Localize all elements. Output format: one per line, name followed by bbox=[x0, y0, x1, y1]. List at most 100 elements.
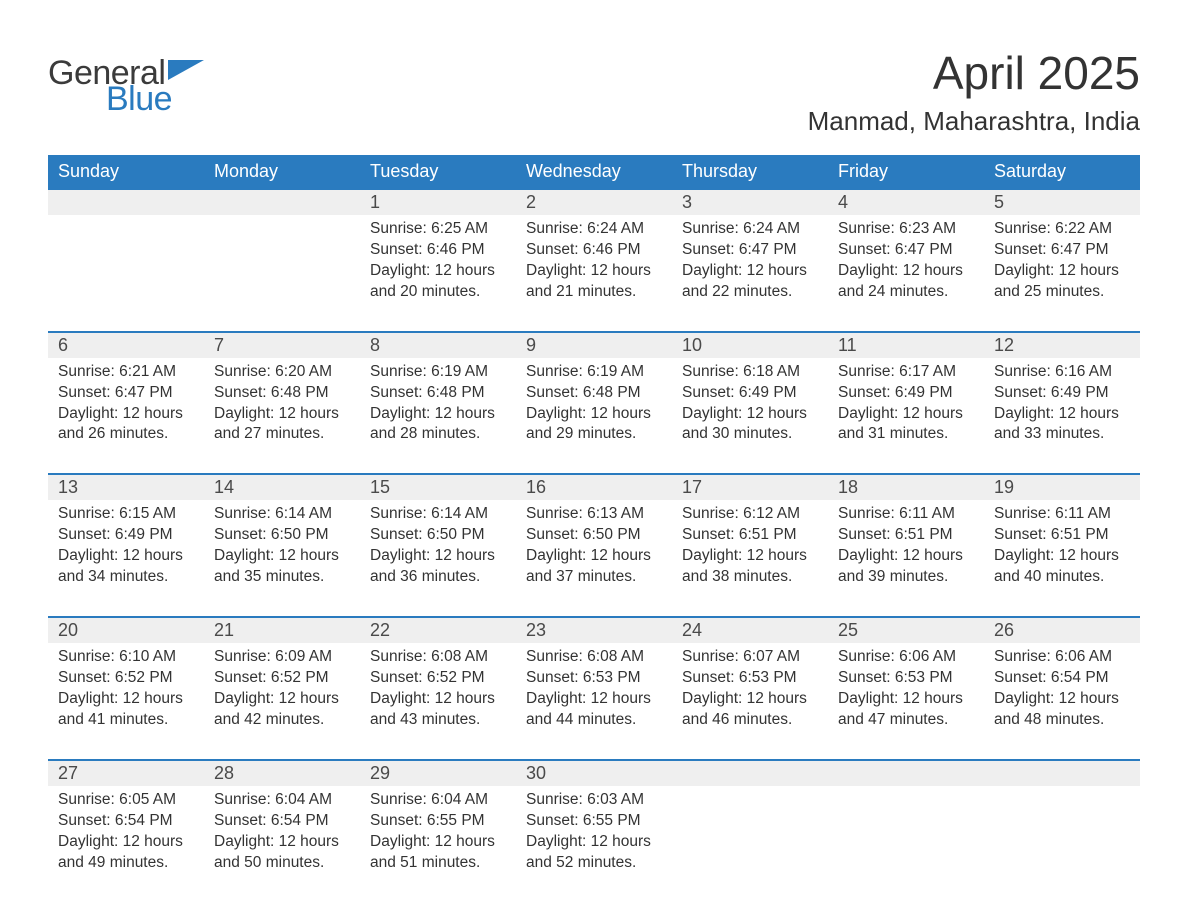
sunrise-text: Sunrise: 6:12 AM bbox=[682, 504, 818, 525]
day-number-cell bbox=[984, 760, 1140, 786]
day-detail-cell: Sunrise: 6:24 AMSunset: 6:46 PMDaylight:… bbox=[516, 215, 672, 332]
daylight-text: Daylight: 12 hours and 38 minutes. bbox=[682, 546, 818, 588]
daylight-text: Daylight: 12 hours and 31 minutes. bbox=[838, 404, 974, 446]
sunrise-text: Sunrise: 6:17 AM bbox=[838, 362, 974, 383]
sunset-text: Sunset: 6:50 PM bbox=[370, 525, 506, 546]
day-number-cell: 30 bbox=[516, 760, 672, 786]
sunset-text: Sunset: 6:48 PM bbox=[370, 383, 506, 404]
dayname-monday: Monday bbox=[204, 155, 360, 189]
daylight-text: Daylight: 12 hours and 52 minutes. bbox=[526, 832, 662, 874]
day-detail-cell: Sunrise: 6:04 AMSunset: 6:55 PMDaylight:… bbox=[360, 786, 516, 902]
day-detail-cell: Sunrise: 6:16 AMSunset: 6:49 PMDaylight:… bbox=[984, 358, 1140, 475]
sunrise-text: Sunrise: 6:03 AM bbox=[526, 790, 662, 811]
day-number-cell bbox=[828, 760, 984, 786]
sunset-text: Sunset: 6:48 PM bbox=[214, 383, 350, 404]
sunset-text: Sunset: 6:51 PM bbox=[682, 525, 818, 546]
sunset-text: Sunset: 6:49 PM bbox=[838, 383, 974, 404]
day-detail-cell: Sunrise: 6:14 AMSunset: 6:50 PMDaylight:… bbox=[360, 500, 516, 617]
sunset-text: Sunset: 6:49 PM bbox=[682, 383, 818, 404]
day-detail-cell: Sunrise: 6:25 AMSunset: 6:46 PMDaylight:… bbox=[360, 215, 516, 332]
detail-row: Sunrise: 6:25 AMSunset: 6:46 PMDaylight:… bbox=[48, 215, 1140, 332]
daylight-text: Daylight: 12 hours and 37 minutes. bbox=[526, 546, 662, 588]
detail-row: Sunrise: 6:10 AMSunset: 6:52 PMDaylight:… bbox=[48, 643, 1140, 760]
day-number-cell bbox=[204, 189, 360, 215]
daylight-text: Daylight: 12 hours and 29 minutes. bbox=[526, 404, 662, 446]
header: General Blue April 2025 Manmad, Maharash… bbox=[48, 36, 1140, 145]
daylight-text: Daylight: 12 hours and 51 minutes. bbox=[370, 832, 506, 874]
day-detail-cell: Sunrise: 6:07 AMSunset: 6:53 PMDaylight:… bbox=[672, 643, 828, 760]
day-number-cell: 14 bbox=[204, 474, 360, 500]
sunrise-text: Sunrise: 6:04 AM bbox=[214, 790, 350, 811]
daynum-row: 27282930 bbox=[48, 760, 1140, 786]
daylight-text: Daylight: 12 hours and 50 minutes. bbox=[214, 832, 350, 874]
sunset-text: Sunset: 6:53 PM bbox=[526, 668, 662, 689]
daylight-text: Daylight: 12 hours and 48 minutes. bbox=[994, 689, 1130, 731]
daylight-text: Daylight: 12 hours and 30 minutes. bbox=[682, 404, 818, 446]
daylight-text: Daylight: 12 hours and 44 minutes. bbox=[526, 689, 662, 731]
month-title: April 2025 bbox=[808, 46, 1140, 100]
sunset-text: Sunset: 6:47 PM bbox=[58, 383, 194, 404]
day-detail-cell: Sunrise: 6:11 AMSunset: 6:51 PMDaylight:… bbox=[984, 500, 1140, 617]
logo-text-blue: Blue bbox=[106, 82, 204, 116]
dayname-sunday: Sunday bbox=[48, 155, 204, 189]
day-detail-cell: Sunrise: 6:06 AMSunset: 6:54 PMDaylight:… bbox=[984, 643, 1140, 760]
dayname-thursday: Thursday bbox=[672, 155, 828, 189]
day-number-cell: 8 bbox=[360, 332, 516, 358]
sunset-text: Sunset: 6:55 PM bbox=[526, 811, 662, 832]
sunrise-text: Sunrise: 6:24 AM bbox=[526, 219, 662, 240]
day-detail-cell: Sunrise: 6:09 AMSunset: 6:52 PMDaylight:… bbox=[204, 643, 360, 760]
sunrise-text: Sunrise: 6:14 AM bbox=[370, 504, 506, 525]
sunset-text: Sunset: 6:52 PM bbox=[58, 668, 194, 689]
daylight-text: Daylight: 12 hours and 47 minutes. bbox=[838, 689, 974, 731]
day-detail-cell: Sunrise: 6:05 AMSunset: 6:54 PMDaylight:… bbox=[48, 786, 204, 902]
day-number-cell: 10 bbox=[672, 332, 828, 358]
daylight-text: Daylight: 12 hours and 28 minutes. bbox=[370, 404, 506, 446]
day-number-cell: 7 bbox=[204, 332, 360, 358]
daylight-text: Daylight: 12 hours and 35 minutes. bbox=[214, 546, 350, 588]
calendar-page: General Blue April 2025 Manmad, Maharash… bbox=[0, 0, 1188, 901]
daynum-row: 20212223242526 bbox=[48, 617, 1140, 643]
sunset-text: Sunset: 6:46 PM bbox=[526, 240, 662, 261]
sunrise-text: Sunrise: 6:19 AM bbox=[370, 362, 506, 383]
daylight-text: Daylight: 12 hours and 22 minutes. bbox=[682, 261, 818, 303]
daylight-text: Daylight: 12 hours and 39 minutes. bbox=[838, 546, 974, 588]
sunset-text: Sunset: 6:50 PM bbox=[214, 525, 350, 546]
sunrise-text: Sunrise: 6:13 AM bbox=[526, 504, 662, 525]
sunrise-text: Sunrise: 6:15 AM bbox=[58, 504, 194, 525]
daylight-text: Daylight: 12 hours and 24 minutes. bbox=[838, 261, 974, 303]
daylight-text: Daylight: 12 hours and 33 minutes. bbox=[994, 404, 1130, 446]
calendar-body: 12345Sunrise: 6:25 AMSunset: 6:46 PMDayl… bbox=[48, 189, 1140, 901]
daynum-row: 12345 bbox=[48, 189, 1140, 215]
day-number-cell: 1 bbox=[360, 189, 516, 215]
sunrise-text: Sunrise: 6:16 AM bbox=[994, 362, 1130, 383]
daylight-text: Daylight: 12 hours and 36 minutes. bbox=[370, 546, 506, 588]
day-number-cell: 11 bbox=[828, 332, 984, 358]
day-detail-cell: Sunrise: 6:08 AMSunset: 6:52 PMDaylight:… bbox=[360, 643, 516, 760]
day-detail-cell: Sunrise: 6:10 AMSunset: 6:52 PMDaylight:… bbox=[48, 643, 204, 760]
daylight-text: Daylight: 12 hours and 25 minutes. bbox=[994, 261, 1130, 303]
sunrise-text: Sunrise: 6:06 AM bbox=[994, 647, 1130, 668]
detail-row: Sunrise: 6:05 AMSunset: 6:54 PMDaylight:… bbox=[48, 786, 1140, 902]
day-detail-cell: Sunrise: 6:11 AMSunset: 6:51 PMDaylight:… bbox=[828, 500, 984, 617]
day-detail-cell: Sunrise: 6:24 AMSunset: 6:47 PMDaylight:… bbox=[672, 215, 828, 332]
sunset-text: Sunset: 6:48 PM bbox=[526, 383, 662, 404]
dayname-wednesday: Wednesday bbox=[516, 155, 672, 189]
sunrise-text: Sunrise: 6:04 AM bbox=[370, 790, 506, 811]
sunset-text: Sunset: 6:49 PM bbox=[58, 525, 194, 546]
day-number-cell: 5 bbox=[984, 189, 1140, 215]
day-detail-cell: Sunrise: 6:22 AMSunset: 6:47 PMDaylight:… bbox=[984, 215, 1140, 332]
daylight-text: Daylight: 12 hours and 40 minutes. bbox=[994, 546, 1130, 588]
day-number-cell: 20 bbox=[48, 617, 204, 643]
day-detail-cell: Sunrise: 6:04 AMSunset: 6:54 PMDaylight:… bbox=[204, 786, 360, 902]
sunrise-text: Sunrise: 6:07 AM bbox=[682, 647, 818, 668]
day-detail-cell: Sunrise: 6:20 AMSunset: 6:48 PMDaylight:… bbox=[204, 358, 360, 475]
logo: General Blue bbox=[48, 56, 204, 116]
day-detail-cell bbox=[828, 786, 984, 902]
daylight-text: Daylight: 12 hours and 46 minutes. bbox=[682, 689, 818, 731]
day-detail-cell: Sunrise: 6:23 AMSunset: 6:47 PMDaylight:… bbox=[828, 215, 984, 332]
sunset-text: Sunset: 6:53 PM bbox=[682, 668, 818, 689]
sunset-text: Sunset: 6:47 PM bbox=[682, 240, 818, 261]
daynum-row: 6789101112 bbox=[48, 332, 1140, 358]
detail-row: Sunrise: 6:21 AMSunset: 6:47 PMDaylight:… bbox=[48, 358, 1140, 475]
daylight-text: Daylight: 12 hours and 27 minutes. bbox=[214, 404, 350, 446]
